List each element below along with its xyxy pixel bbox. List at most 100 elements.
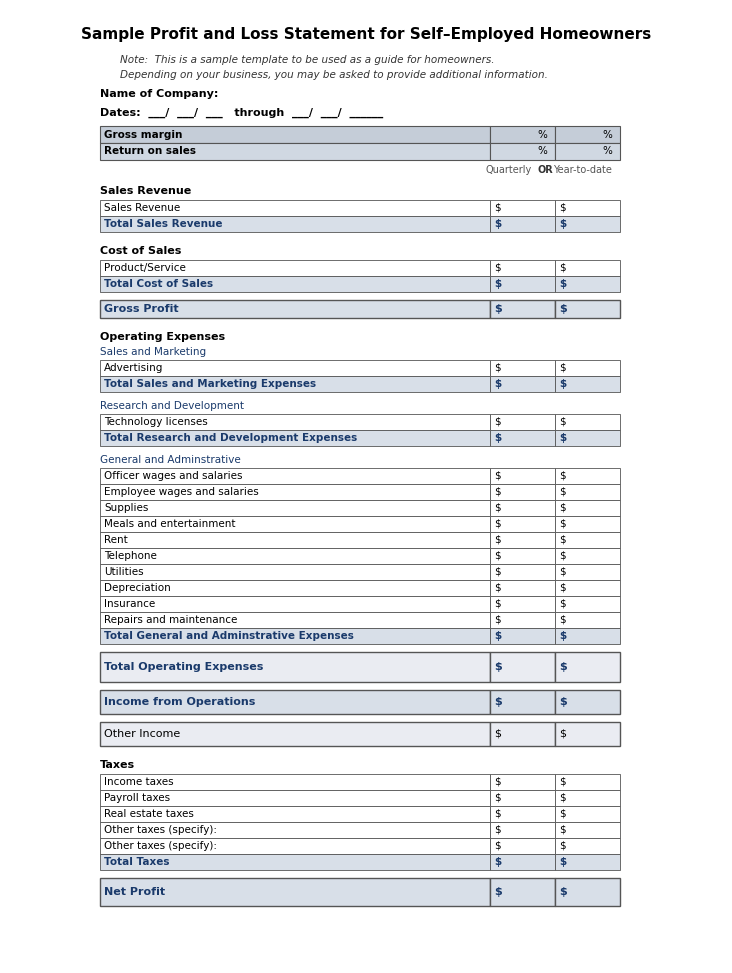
Bar xyxy=(490,596,555,612)
Text: Other taxes (specify):: Other taxes (specify): xyxy=(104,825,217,835)
Text: Total Taxes: Total Taxes xyxy=(104,857,170,867)
Bar xyxy=(100,822,490,838)
Text: $: $ xyxy=(559,219,567,229)
Text: $: $ xyxy=(494,279,501,289)
Text: $: $ xyxy=(494,729,501,739)
Bar xyxy=(490,838,555,854)
Bar xyxy=(100,722,490,746)
Text: Employee wages and salaries: Employee wages and salaries xyxy=(104,487,258,497)
Bar xyxy=(100,838,490,854)
Bar xyxy=(555,216,620,232)
Text: $: $ xyxy=(494,809,501,819)
Bar xyxy=(100,376,490,392)
Bar xyxy=(555,774,620,790)
Text: General and Adminstrative: General and Adminstrative xyxy=(100,455,241,465)
Bar xyxy=(100,690,490,714)
Bar xyxy=(490,580,555,596)
Bar xyxy=(490,430,555,446)
Bar xyxy=(555,376,620,392)
Bar xyxy=(490,564,555,580)
Text: $: $ xyxy=(494,857,501,867)
Bar xyxy=(490,276,555,292)
Text: $: $ xyxy=(494,887,501,897)
Text: $: $ xyxy=(559,887,567,897)
Text: Research and Development: Research and Development xyxy=(100,401,244,411)
Bar xyxy=(555,430,620,446)
Bar xyxy=(490,216,555,232)
Text: Dates:  ___/  ___/  ___   through  ___/  ___/  ______: Dates: ___/ ___/ ___ through ___/ ___/ _… xyxy=(100,108,384,118)
Bar xyxy=(555,564,620,580)
Bar xyxy=(555,722,620,746)
Bar xyxy=(555,532,620,548)
Bar xyxy=(490,200,555,216)
Bar xyxy=(490,300,555,318)
Bar xyxy=(490,774,555,790)
Bar xyxy=(555,822,620,838)
Text: Sales and Marketing: Sales and Marketing xyxy=(100,347,206,357)
Text: Depreciation: Depreciation xyxy=(104,583,171,593)
Bar xyxy=(555,126,620,143)
Bar xyxy=(100,652,490,682)
Bar xyxy=(100,468,490,484)
Bar xyxy=(555,414,620,430)
Bar xyxy=(490,548,555,564)
Text: $: $ xyxy=(559,793,566,803)
Text: $: $ xyxy=(559,535,566,545)
Text: %: % xyxy=(602,129,612,139)
Bar xyxy=(490,376,555,392)
Text: Sales Revenue: Sales Revenue xyxy=(104,203,180,213)
Bar xyxy=(555,854,620,870)
Text: Depending on your business, you may be asked to provide additional information.: Depending on your business, you may be a… xyxy=(120,70,548,80)
Text: Taxes: Taxes xyxy=(100,760,135,770)
Text: Payroll taxes: Payroll taxes xyxy=(104,793,170,803)
Bar xyxy=(490,806,555,822)
Text: Advertising: Advertising xyxy=(104,363,163,373)
Text: $: $ xyxy=(559,567,566,577)
Bar xyxy=(555,628,620,644)
Text: Operating Expenses: Operating Expenses xyxy=(100,332,225,342)
Text: $: $ xyxy=(559,279,567,289)
Bar xyxy=(490,484,555,500)
Text: $: $ xyxy=(494,417,501,427)
Text: Quarterly: Quarterly xyxy=(485,165,531,175)
Text: $: $ xyxy=(494,551,501,561)
Text: Meals and entertainment: Meals and entertainment xyxy=(104,519,236,529)
Text: $: $ xyxy=(559,363,566,373)
Bar xyxy=(555,143,620,160)
Bar xyxy=(100,854,490,870)
Bar xyxy=(100,200,490,216)
Text: Year-to-date: Year-to-date xyxy=(553,165,612,175)
Bar xyxy=(490,690,555,714)
Bar xyxy=(555,500,620,516)
Bar xyxy=(100,276,490,292)
Text: Return on sales: Return on sales xyxy=(104,147,196,157)
Text: Total Operating Expenses: Total Operating Expenses xyxy=(104,662,264,672)
Text: $: $ xyxy=(559,615,566,625)
Bar xyxy=(490,878,555,906)
Text: $: $ xyxy=(494,519,501,529)
Text: $: $ xyxy=(494,304,501,314)
Text: Gross Profit: Gross Profit xyxy=(104,304,179,314)
Text: $: $ xyxy=(559,551,566,561)
Bar xyxy=(555,580,620,596)
Text: $: $ xyxy=(494,583,501,593)
Text: $: $ xyxy=(494,825,501,835)
Text: $: $ xyxy=(494,219,501,229)
Text: $: $ xyxy=(494,567,501,577)
Text: $: $ xyxy=(494,503,501,513)
Bar xyxy=(555,652,620,682)
Text: $: $ xyxy=(559,417,566,427)
Bar xyxy=(555,878,620,906)
Bar xyxy=(100,360,490,376)
Text: Note:  This is a sample template to be used as a guide for homeowners.: Note: This is a sample template to be us… xyxy=(120,55,495,65)
Text: Income from Operations: Income from Operations xyxy=(104,697,255,707)
Bar xyxy=(490,612,555,628)
Text: Product/Service: Product/Service xyxy=(104,263,186,273)
Text: Income taxes: Income taxes xyxy=(104,777,173,787)
Bar xyxy=(490,468,555,484)
Bar xyxy=(100,774,490,790)
Bar xyxy=(490,143,555,160)
Bar xyxy=(555,276,620,292)
Bar xyxy=(490,790,555,806)
Text: Net Profit: Net Profit xyxy=(104,887,165,897)
